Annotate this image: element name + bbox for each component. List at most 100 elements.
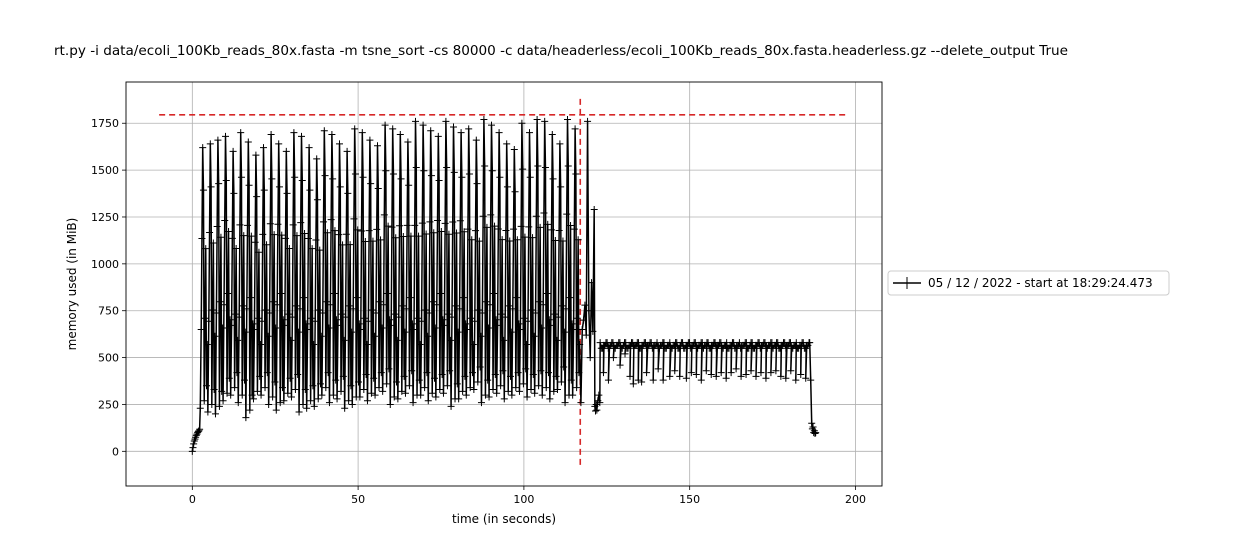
series-point — [535, 382, 543, 390]
series-point — [557, 183, 565, 191]
series-point — [626, 372, 634, 380]
series-point — [638, 378, 646, 386]
series-point — [222, 176, 230, 184]
series-point — [520, 314, 528, 322]
series-point — [229, 147, 237, 155]
series-point — [405, 382, 413, 390]
series-point — [604, 376, 612, 384]
series-point — [384, 222, 392, 230]
series-point — [513, 236, 521, 244]
series-point — [207, 183, 215, 191]
series-point — [563, 210, 571, 218]
series-point — [289, 221, 297, 229]
series-point — [455, 395, 463, 403]
series-point — [338, 310, 346, 318]
series-point — [219, 397, 227, 405]
series-point — [332, 316, 340, 324]
series-point — [767, 369, 775, 377]
series-point — [325, 324, 333, 332]
legend-marker — [901, 277, 913, 289]
series-point — [548, 226, 556, 234]
series-point — [531, 389, 539, 397]
series-point — [544, 220, 552, 228]
series-point — [476, 363, 484, 371]
series-point — [236, 221, 244, 229]
series-point — [386, 316, 394, 324]
series-point — [336, 183, 344, 191]
series-point — [473, 180, 481, 188]
series-point — [742, 370, 750, 378]
series-point — [468, 236, 476, 244]
series-point — [301, 229, 309, 237]
series-point — [536, 223, 544, 231]
series-point — [486, 301, 494, 309]
series-point — [386, 400, 394, 408]
series-point — [712, 372, 720, 380]
series-point — [363, 397, 371, 405]
series-point — [575, 369, 583, 377]
series-point — [361, 314, 369, 322]
series-point — [288, 313, 296, 321]
series-point — [353, 294, 361, 302]
series-point — [401, 389, 409, 397]
series-point — [252, 151, 260, 159]
series-point — [218, 324, 226, 332]
series-point — [415, 376, 423, 384]
x-tick-label: 100 — [513, 493, 534, 506]
series-point — [697, 376, 705, 384]
series-point — [268, 175, 276, 183]
series-point — [443, 164, 451, 172]
series-point — [343, 147, 351, 155]
series-point — [494, 321, 502, 329]
series-point — [506, 237, 514, 245]
series-point — [277, 289, 285, 297]
series-point — [595, 391, 603, 399]
series-point — [453, 380, 461, 388]
series-point — [216, 298, 224, 306]
series-point — [560, 328, 568, 336]
series-point — [532, 309, 540, 317]
series-point — [199, 144, 207, 152]
y-axis-label: memory used (in MiB) — [65, 218, 79, 351]
series-point — [239, 302, 247, 310]
series-point — [524, 317, 532, 325]
series-point — [291, 173, 299, 181]
series-point — [272, 406, 280, 414]
series-point — [422, 230, 430, 238]
series-point — [269, 393, 277, 401]
series-point — [243, 305, 251, 313]
series-point — [279, 316, 287, 324]
series-point — [518, 119, 526, 127]
series-point — [414, 314, 422, 322]
series-point — [196, 425, 204, 433]
series-point — [396, 222, 404, 230]
series-point — [224, 289, 232, 297]
series-point — [311, 317, 319, 325]
series-point — [232, 244, 240, 252]
series-point — [492, 316, 500, 324]
series-point — [291, 385, 299, 393]
series-point — [246, 406, 254, 414]
series-point — [303, 404, 311, 412]
series-point — [304, 325, 312, 333]
series-point — [318, 391, 326, 399]
series-point — [333, 395, 341, 403]
series-point — [496, 173, 504, 181]
series-point — [430, 374, 438, 382]
series-point — [481, 391, 489, 399]
series-point — [209, 306, 217, 314]
series-point — [412, 164, 420, 172]
series-point — [322, 384, 330, 392]
series-point — [342, 230, 350, 238]
series-point — [320, 127, 328, 135]
x-tick-label: 0 — [189, 493, 196, 506]
series-point — [222, 132, 230, 140]
series-point — [549, 175, 557, 183]
series-point — [307, 397, 315, 405]
series-point — [398, 387, 406, 395]
series-point — [409, 399, 417, 407]
series-point — [474, 378, 482, 386]
series-point — [195, 427, 203, 435]
series-point — [540, 209, 548, 217]
